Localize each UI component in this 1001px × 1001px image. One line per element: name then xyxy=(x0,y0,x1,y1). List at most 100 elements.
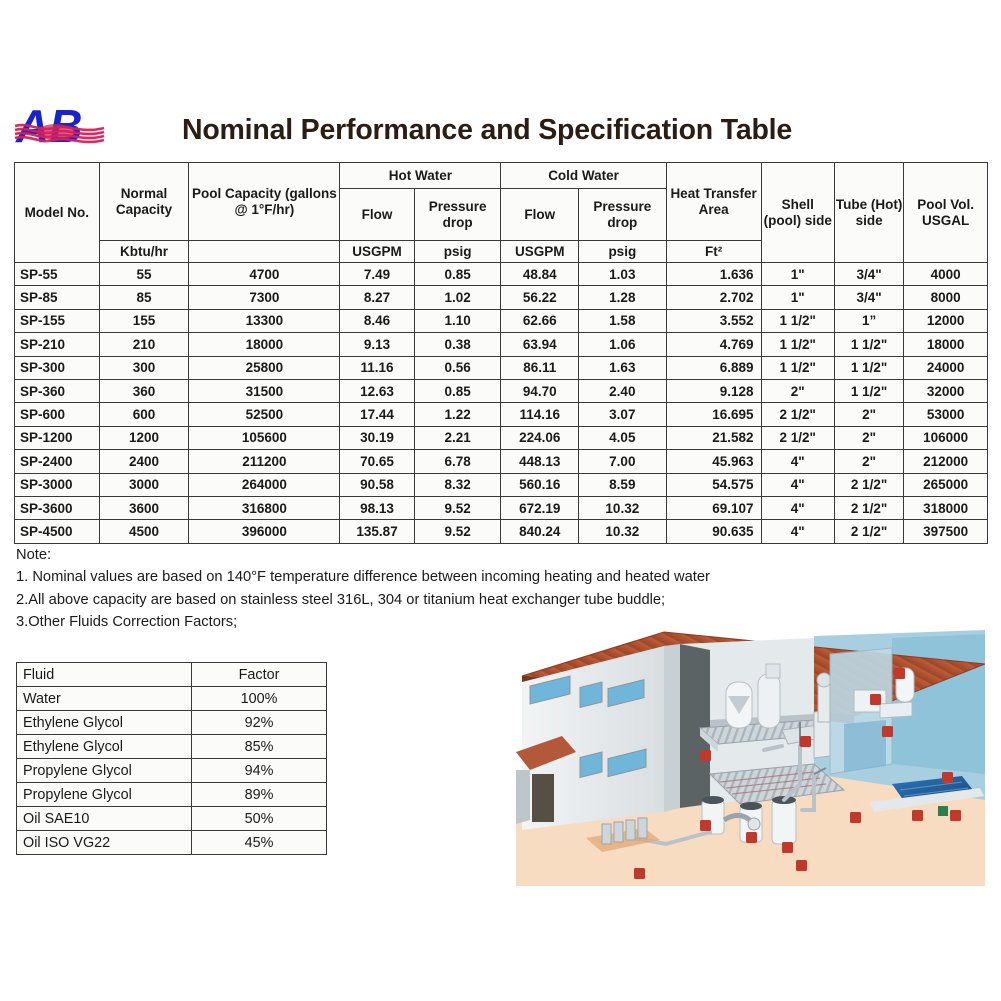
th-fluid: Fluid xyxy=(16,662,192,687)
table-cell: 1.63 xyxy=(577,355,667,380)
th-heat-transfer-area: Heat Transfer Area xyxy=(665,162,762,241)
table-row: SP-4500 4500 396000 135.87 9.52 840.24 10.32 90… xyxy=(14,519,988,544)
table-cell: 0.38 xyxy=(413,332,502,357)
table-cell: 2 1/2" xyxy=(833,519,905,544)
table-cell: 7.49 xyxy=(339,261,415,287)
header-row-1: Model No. Normal Capacity Pool Capacity … xyxy=(14,162,988,263)
table-cell: 18000 xyxy=(188,332,341,357)
th-factor: Factor xyxy=(191,662,327,687)
th-cold-pressure-drop: Pressure drop xyxy=(577,188,667,241)
fluid-factor-cell: 45% xyxy=(191,830,327,855)
table-cell: 3/4" xyxy=(833,285,905,310)
table-cell: SP-360 xyxy=(14,378,100,404)
th-unit-cold-flow-usgpm: USGPM xyxy=(500,240,579,263)
table-cell: 1.06 xyxy=(577,332,667,357)
table-cell: 3.552 xyxy=(665,308,762,334)
table-row: SP-155 155 13300 8.46 1.10 62.66 1.58 3.552 1 1/… xyxy=(14,308,988,334)
table-cell: 4" xyxy=(760,472,835,497)
fluid-factor-cell: 92% xyxy=(191,710,327,735)
table-cell: 8.46 xyxy=(339,308,415,334)
table-cell: 8.59 xyxy=(577,472,667,497)
table-cell: 396000 xyxy=(188,519,341,544)
table-cell: 1" xyxy=(760,285,835,310)
table-cell: 212000 xyxy=(903,449,988,474)
document-header: AB Nominal Performance and Specification… xyxy=(14,100,988,160)
table-cell: 18000 xyxy=(903,332,988,357)
table-cell: 4.05 xyxy=(577,425,667,451)
table-cell: 210 xyxy=(98,332,190,357)
table-cell: 12.63 xyxy=(339,378,415,404)
ab-company-logo: AB xyxy=(14,102,106,158)
table-cell: 98.13 xyxy=(339,495,415,521)
th-unit-hot-psig: psig xyxy=(413,240,502,263)
table-cell: 0.85 xyxy=(413,261,502,287)
table-cell: 4000 xyxy=(903,261,988,287)
table-cell: 4" xyxy=(760,519,835,544)
table-cell: 1 1/2" xyxy=(833,355,905,380)
table-cell: 224.06 xyxy=(500,425,579,451)
th-shell-pool-side: Shell (pool) side xyxy=(760,162,835,263)
table-cell: 1.58 xyxy=(577,308,667,334)
table-cell: 8.27 xyxy=(339,285,415,310)
table-row: SP-85 85 7300 8.27 1.02 56.22 1.28 2.702 1" 3/4" 8… xyxy=(14,285,988,310)
fluid-factor-cell: 50% xyxy=(191,806,327,831)
table-cell: 6.889 xyxy=(665,355,762,380)
table-cell: 12000 xyxy=(903,308,988,334)
th-unit-hot-flow-usgpm: USGPM xyxy=(339,240,415,263)
th-hot-flow: Flow xyxy=(339,188,415,241)
fluid-name-cell: Propylene Glycol xyxy=(16,758,192,783)
table-cell: 4" xyxy=(760,449,835,474)
table-cell: 0.56 xyxy=(413,355,502,380)
table-cell: 8000 xyxy=(903,285,988,310)
th-unit-pool-capacity-blank xyxy=(188,240,341,263)
note-item-1: 1. Nominal values are based on 140°F tem… xyxy=(16,569,710,586)
spec-table-body: SP-55 55 4700 7.49 0.85 48.84 1.03 1.636 1" 3/4" 4… xyxy=(14,261,988,544)
table-cell: 55 xyxy=(98,261,190,287)
table-cell: 106000 xyxy=(903,425,988,451)
fluid-row: Ethylene Glycol 85% xyxy=(16,734,327,759)
table-cell: 264000 xyxy=(188,472,341,497)
table-cell: 9.52 xyxy=(413,519,502,544)
th-cold-water: Cold Water xyxy=(500,162,667,189)
fluid-table-body: Water 100% Ethylene Glycol 92% Ethylene Glyc… xyxy=(16,686,327,855)
table-cell: 1.10 xyxy=(413,308,502,334)
fluid-row: Oil SAE10 50% xyxy=(16,806,327,831)
table-cell: 2.21 xyxy=(413,425,502,451)
table-cell: 21.582 xyxy=(665,425,762,451)
table-cell: 54.575 xyxy=(665,472,762,497)
table-cell: 69.107 xyxy=(665,495,762,521)
table-cell: 70.65 xyxy=(339,449,415,474)
table-cell: 94.70 xyxy=(500,378,579,404)
table-cell: 7300 xyxy=(188,285,341,310)
table-cell: 62.66 xyxy=(500,308,579,334)
table-cell: 2 1/2" xyxy=(760,425,835,451)
th-pool-vol-usgal: Pool Vol. USGAL xyxy=(903,162,988,263)
fluid-name-cell: Oil SAE10 xyxy=(16,806,192,831)
table-cell: SP-3000 xyxy=(14,472,100,497)
table-cell: 1” xyxy=(833,308,905,334)
table-cell: 48.84 xyxy=(500,261,579,287)
table-cell: 0.85 xyxy=(413,378,502,404)
table-cell: 1 1/2" xyxy=(760,308,835,334)
fluid-row: Water 100% xyxy=(16,686,327,711)
notes-block: Note: 1. Nominal values are based on 140… xyxy=(16,544,956,633)
th-unit-ft2: Ft² xyxy=(665,240,762,263)
table-row: SP-3000 3000 264000 90.58 8.32 560.16 8.59 54.5… xyxy=(14,472,988,497)
table-cell: SP-600 xyxy=(14,402,100,427)
table-cell: 114.16 xyxy=(500,402,579,427)
table-cell: 672.19 xyxy=(500,495,579,521)
table-cell: 30.19 xyxy=(339,425,415,451)
table-cell: 4.769 xyxy=(665,332,762,357)
table-cell: 86.11 xyxy=(500,355,579,380)
fluid-name-cell: Propylene Glycol xyxy=(16,782,192,807)
table-cell: 1 1/2" xyxy=(833,332,905,357)
table-cell: 4" xyxy=(760,495,835,521)
table-cell: 2 1/2" xyxy=(833,472,905,497)
table-cell: 24000 xyxy=(903,355,988,380)
table-cell: 3/4" xyxy=(833,261,905,287)
table-row: SP-360 360 31500 12.63 0.85 94.70 2.40 9.128 2" 1… xyxy=(14,378,988,404)
table-cell: 4700 xyxy=(188,261,341,287)
table-cell: SP-2400 xyxy=(14,449,100,474)
table-cell: 1 1/2" xyxy=(833,378,905,404)
th-pool-capacity: Pool Capacity (gallons @ 1°F/hr) xyxy=(188,162,341,241)
